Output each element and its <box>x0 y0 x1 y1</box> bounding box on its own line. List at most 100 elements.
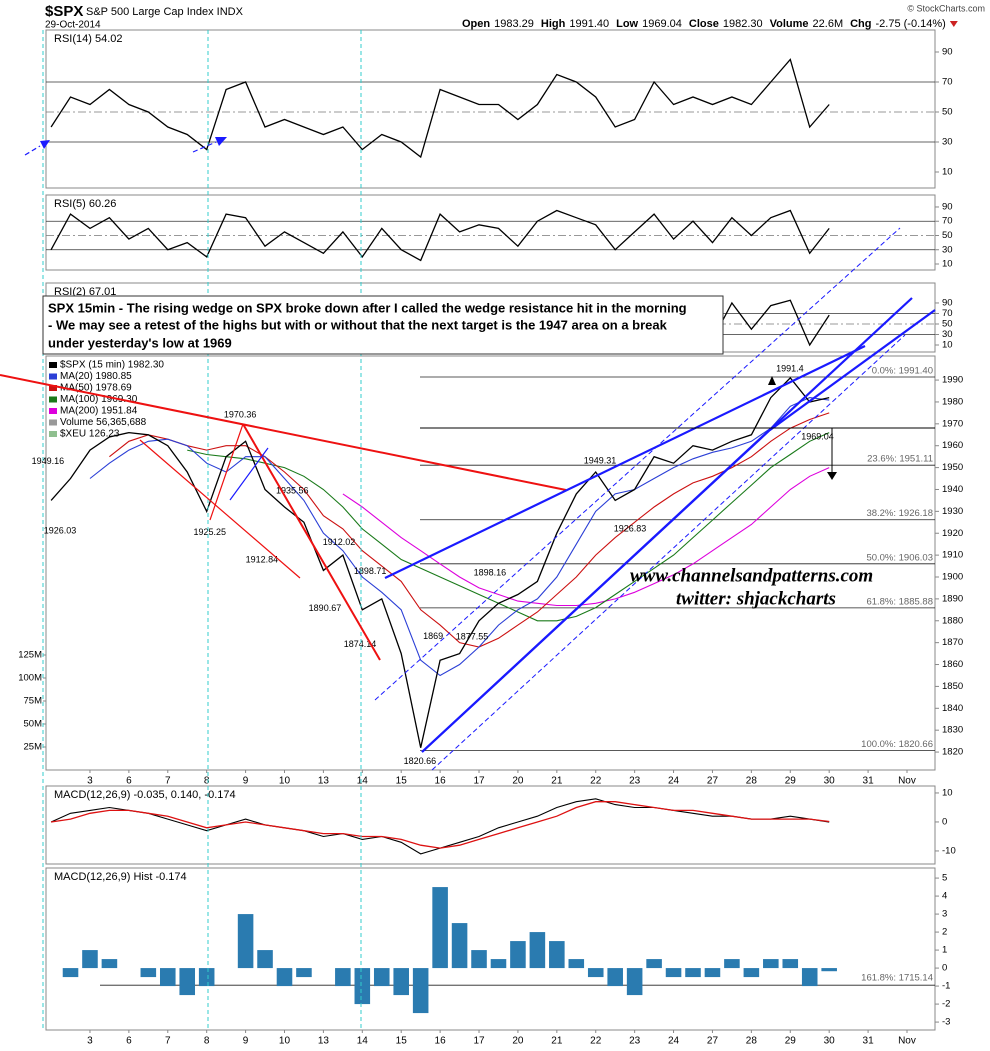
price-label: 1869 <box>423 631 443 641</box>
hist-bar <box>140 968 157 978</box>
x-tick-label: 7 <box>165 776 171 787</box>
x-tick-label: 8 <box>204 776 210 787</box>
volume-tick-label: 75M <box>24 696 43 707</box>
y-tick-label: 90 <box>942 201 953 212</box>
price-label: 1898.71 <box>354 566 387 576</box>
x-tick-label: 20 <box>512 776 524 787</box>
series-line <box>50 58 830 159</box>
annotation-box <box>42 295 724 355</box>
y-tick-label: 10 <box>942 340 953 351</box>
y-tick-label: 1830 <box>942 725 963 736</box>
series-line <box>89 397 830 677</box>
y-tick-label: 3 <box>942 909 947 920</box>
hist-bar <box>101 959 118 969</box>
y-tick-label: 10 <box>942 259 953 270</box>
hist-bar <box>743 968 760 978</box>
volume-tick-label: 50M <box>24 719 43 730</box>
hist-bar <box>198 968 215 987</box>
y-tick-label: 1820 <box>942 747 963 758</box>
watermark: www.channelsandpatterns.com <box>630 565 873 586</box>
quote-label: Close <box>689 18 719 30</box>
x-tick-label: 31 <box>863 776 875 787</box>
session-markers <box>42 30 362 1030</box>
credit: © StockCharts.com <box>907 3 985 13</box>
arrow-line <box>192 141 217 153</box>
hist-bar <box>704 968 721 978</box>
x-tick-label: Nov <box>898 776 916 787</box>
price-label: 1935.56 <box>276 486 309 496</box>
x-tick-label: 16 <box>435 1036 447 1047</box>
trendline <box>421 427 773 753</box>
x-tick-label: 15 <box>396 776 408 787</box>
hist-bar <box>451 923 468 969</box>
hist-bar <box>257 950 273 969</box>
quote-label: Chg <box>850 18 871 30</box>
change-icon <box>949 21 958 27</box>
x-tick-label: 21 <box>551 1036 563 1047</box>
annotations: SPX 15min - The rising wedge on SPX brok… <box>0 30 936 1030</box>
fib-label: 61.8%: 1885.88 <box>866 596 933 607</box>
hist-bar <box>626 968 643 996</box>
legend-swatch <box>49 396 57 403</box>
hist-bar <box>529 932 546 969</box>
arrow-line <box>24 145 41 156</box>
panel-label: MACD(12,26,9) Hist -0.174 <box>54 871 187 883</box>
y-tick-label: 1850 <box>942 681 963 692</box>
x-tick-label: 10 <box>279 1036 291 1047</box>
x-tick-label: 21 <box>551 776 563 787</box>
hist-bar <box>354 968 371 1005</box>
quote-value: -2.75 (-0.14%) <box>876 18 946 30</box>
x-tick-label: 27 <box>707 776 719 787</box>
y-tick-label: 1970 <box>942 418 963 429</box>
trendline <box>229 447 269 501</box>
hist-bar <box>335 968 351 987</box>
y-tick-label: 1930 <box>942 506 963 517</box>
price-label: 1912.84 <box>246 554 279 564</box>
hist-bar <box>782 959 799 969</box>
quote-label: Volume <box>770 18 809 30</box>
x-tick-label: 27 <box>707 1036 719 1047</box>
y-tick-label: 1980 <box>942 396 963 407</box>
quote-label: Open <box>462 18 490 30</box>
price-label: 1912.02 <box>323 537 356 547</box>
hist-bar <box>471 950 487 969</box>
y-tick-label: 1990 <box>942 375 963 386</box>
y-tick-label: 1860 <box>942 659 963 670</box>
instrument-name: S&P 500 Large Cap Index INDX <box>86 6 244 18</box>
y-tick-label: 1840 <box>942 703 963 714</box>
y-tick-label: 1870 <box>942 637 963 648</box>
y-tick-label: 70 <box>942 216 953 227</box>
x-tick-label: 24 <box>668 776 680 787</box>
fib-label: 50.0%: 1906.03 <box>866 552 933 563</box>
hist-bar <box>587 968 604 978</box>
x-tick-label: 14 <box>357 776 369 787</box>
legend-swatch <box>49 385 57 391</box>
y-tick-label: 1960 <box>942 440 963 451</box>
y-tick-label: 30 <box>942 244 953 255</box>
y-tick-label: 50 <box>942 230 953 241</box>
x-tick-label: 9 <box>243 776 249 787</box>
x-tick-label: 28 <box>746 776 758 787</box>
hist-bar <box>490 959 507 969</box>
hist-bar <box>821 968 837 972</box>
x-tick-label: 17 <box>473 1036 485 1047</box>
x-tick-label: 22 <box>590 776 602 787</box>
quote-bar: Open 1983.29 High 1991.40 Low 1969.04 Close 198… <box>462 18 958 30</box>
y-tick-label: 90 <box>942 47 953 58</box>
y-tick-label: 4 <box>942 891 947 902</box>
quote-label: Low <box>616 18 638 30</box>
y-tick-label: 1900 <box>942 572 963 583</box>
hist-bar <box>724 959 740 969</box>
y-tick-label: 10 <box>942 167 953 178</box>
y-tick-label: 5 <box>942 873 947 884</box>
symbol: $SPX <box>45 3 83 20</box>
hist-bar <box>82 950 98 969</box>
y-tick-label: 2 <box>942 927 947 938</box>
x-tick-label: 16 <box>435 776 447 787</box>
panel-label: RSI(2) 67.01 <box>54 286 116 298</box>
x-tick-label: 28 <box>746 1036 758 1047</box>
hist-bar <box>763 959 779 969</box>
panel-frame <box>45 29 936 189</box>
hist-bar <box>393 968 409 996</box>
hist-bar <box>646 959 662 969</box>
